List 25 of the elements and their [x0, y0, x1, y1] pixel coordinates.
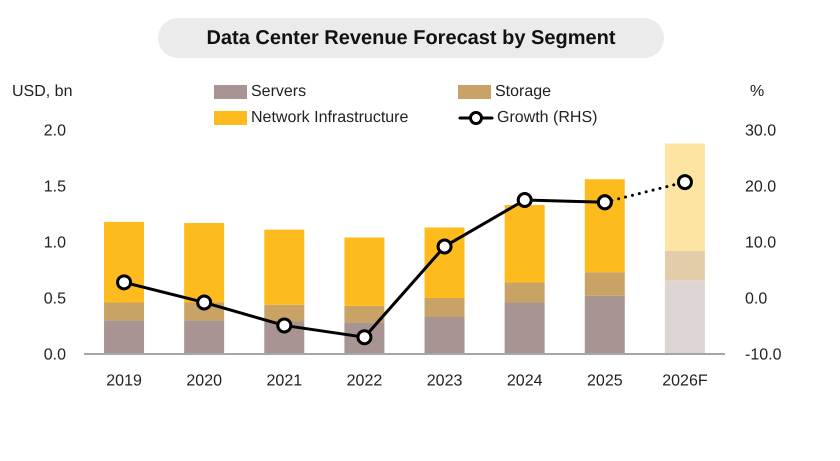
y2-tick-label: 10.0 [745, 234, 776, 252]
y2-axis-title: % [750, 83, 764, 101]
x-tick-label: 2026F [662, 372, 708, 390]
y2-tick-label: 30.0 [745, 122, 776, 140]
legend-label: Growth (RHS) [497, 109, 598, 127]
y-tick-label: 0.0 [44, 346, 66, 364]
x-tick-label: 2019 [106, 372, 142, 390]
y2-tick-label: -10.0 [745, 346, 782, 364]
y2-tick-label: 0.0 [745, 290, 768, 308]
y-axis-title: USD, bn [12, 83, 72, 101]
y-tick-label: 1.0 [44, 234, 66, 252]
x-tick-label: 2021 [266, 372, 302, 390]
y-tick-label: 0.5 [44, 290, 66, 308]
chart-title: Data Center Revenue Forecast by Segment [158, 18, 664, 58]
y2-tick-label: 20.0 [745, 178, 776, 196]
legend-label: Servers [251, 83, 306, 101]
y-tick-label: 2.0 [44, 122, 66, 140]
x-tick-label: 2023 [426, 372, 462, 390]
legend-label: Network Infrastructure [251, 109, 408, 127]
x-tick-label: 2020 [186, 372, 222, 390]
x-tick-label: 2025 [587, 372, 623, 390]
legend-label: Storage [495, 83, 552, 101]
x-tick-label: 2022 [346, 372, 382, 390]
x-tick-label: 2024 [506, 372, 543, 390]
y-tick-label: 1.5 [44, 178, 66, 196]
